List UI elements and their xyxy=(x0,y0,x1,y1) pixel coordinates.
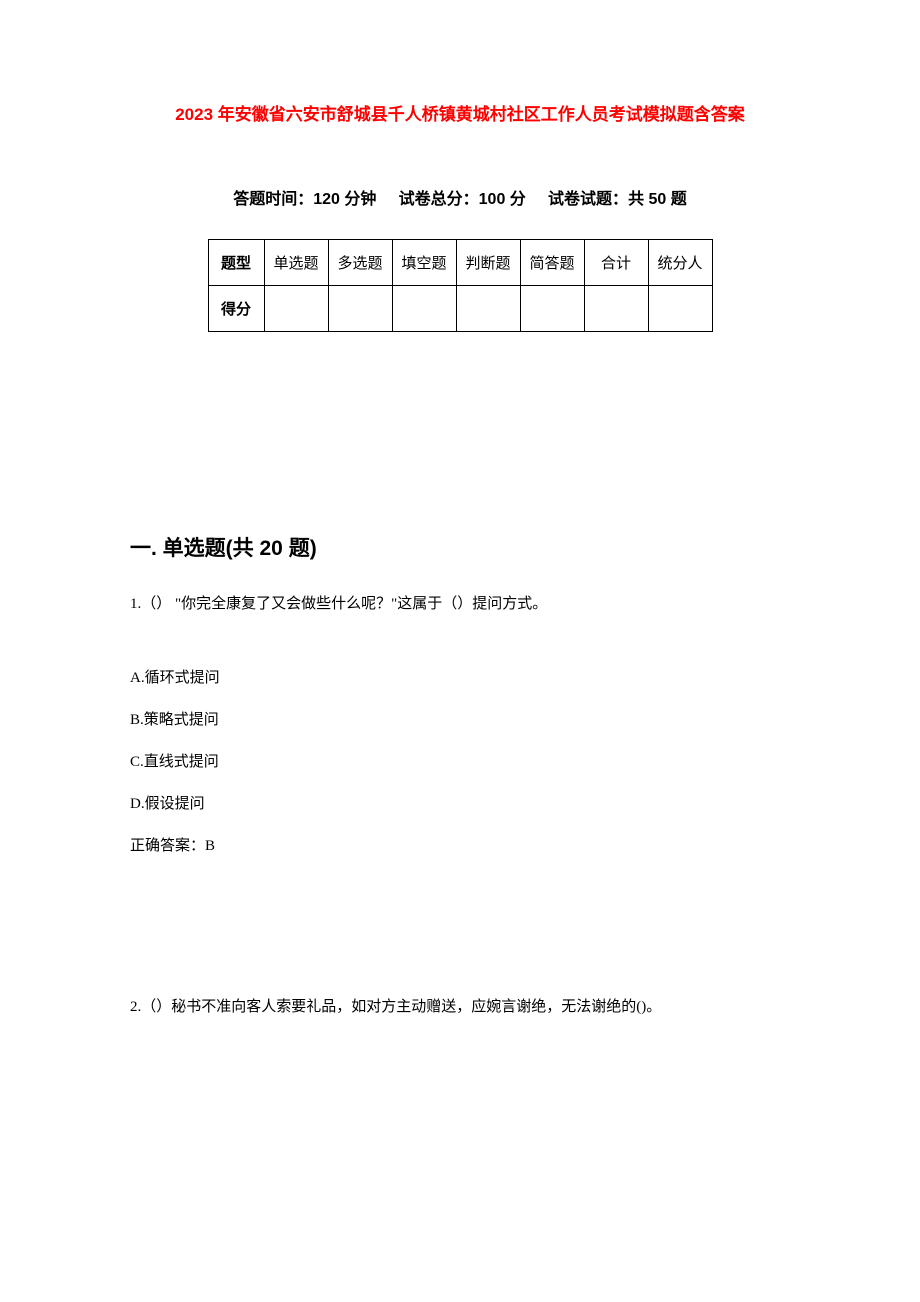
count-value: 共 50 题 xyxy=(628,191,687,208)
score-table: 题型 单选题 多选题 填空题 判断题 简答题 合计 统分人 得分 xyxy=(208,239,713,332)
option-b: B.策略式提问 xyxy=(130,708,790,732)
row-label-score: 得分 xyxy=(208,286,264,332)
score-cell xyxy=(392,286,456,332)
col-header: 统分人 xyxy=(648,240,712,286)
option-d: D.假设提问 xyxy=(130,792,790,816)
score-cell xyxy=(520,286,584,332)
score-cell xyxy=(584,286,648,332)
exam-info-line: 答题时间：120 分钟 试卷总分：100 分 试卷试题：共 50 题 xyxy=(130,185,790,209)
question-1-options: A.循环式提问 B.策略式提问 C.直线式提问 D.假设提问 xyxy=(130,666,790,816)
col-header: 判断题 xyxy=(456,240,520,286)
question-2-text: 2.（）秘书不准向客人索要礼品，如对方主动赠送，应婉言谢绝，无法谢绝的()。 xyxy=(130,995,790,1019)
option-a: A.循环式提问 xyxy=(130,666,790,690)
row-label-type: 题型 xyxy=(208,240,264,286)
time-value: 120 分钟 xyxy=(313,191,376,208)
table-score-row: 得分 xyxy=(208,286,712,332)
count-label: 试卷试题： xyxy=(548,191,628,208)
time-label: 答题时间： xyxy=(233,191,313,208)
score-cell xyxy=(648,286,712,332)
question-1-text: 1.（） "你完全康复了又会做些什么呢？"这属于（）提问方式。 xyxy=(130,592,790,616)
question-1-answer: 正确答案：B xyxy=(130,834,790,855)
score-cell xyxy=(264,286,328,332)
score-label: 试卷总分： xyxy=(399,191,479,208)
score-value: 100 分 xyxy=(479,191,526,208)
score-cell xyxy=(456,286,520,332)
col-header: 多选题 xyxy=(328,240,392,286)
col-header: 单选题 xyxy=(264,240,328,286)
col-header: 合计 xyxy=(584,240,648,286)
col-header: 填空题 xyxy=(392,240,456,286)
section-heading: 一. 单选题(共 20 题) xyxy=(130,532,790,562)
col-header: 简答题 xyxy=(520,240,584,286)
document-title: 2023 年安徽省六安市舒城县千人桥镇黄城村社区工作人员考试模拟题含答案 xyxy=(130,100,790,125)
table-header-row: 题型 单选题 多选题 填空题 判断题 简答题 合计 统分人 xyxy=(208,240,712,286)
option-c: C.直线式提问 xyxy=(130,750,790,774)
score-cell xyxy=(328,286,392,332)
